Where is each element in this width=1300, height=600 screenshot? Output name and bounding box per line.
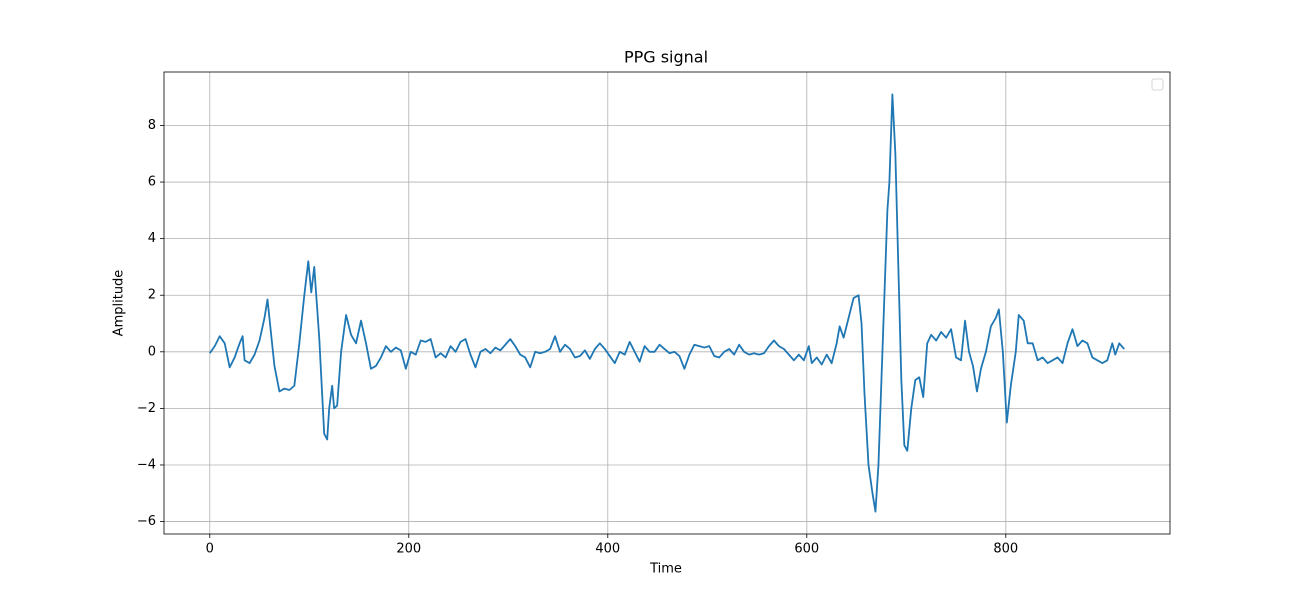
legend-box <box>1151 78 1164 91</box>
x-tick-label: 0 <box>206 542 214 557</box>
y-tick-label: −6 <box>137 514 156 529</box>
signal-line <box>209 93 1125 513</box>
y-tick-label: 0 <box>148 344 156 359</box>
x-axis-label: Time <box>649 562 682 577</box>
y-tick-label: 4 <box>148 231 156 246</box>
x-tick-label: 400 <box>595 542 620 557</box>
plot-frame <box>163 71 1171 535</box>
y-tick-label: 8 <box>148 118 156 133</box>
y-axis-label: Amplitude <box>112 270 127 337</box>
x-tick-label: 200 <box>396 542 421 557</box>
y-tick-label: −4 <box>137 457 156 472</box>
y-tick-label: −2 <box>137 401 156 416</box>
y-tick-label: 2 <box>148 288 156 303</box>
chart-title: PPG signal <box>624 48 708 67</box>
y-tick-label: 6 <box>148 175 156 190</box>
x-tick-label: 600 <box>794 542 819 557</box>
x-tick-label: 800 <box>993 542 1018 557</box>
